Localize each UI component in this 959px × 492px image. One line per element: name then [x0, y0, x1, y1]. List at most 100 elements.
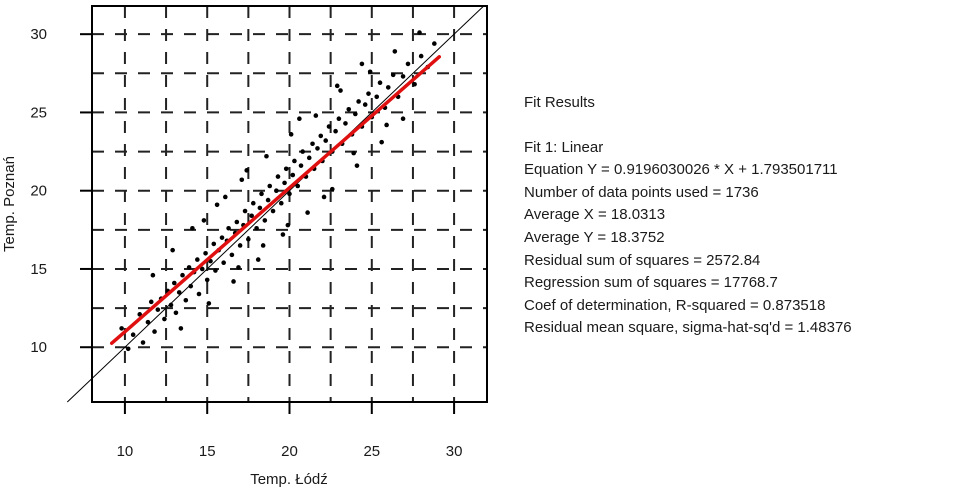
data-point-115 [379, 139, 384, 145]
data-point-21 [195, 257, 200, 262]
data-point-75 [346, 107, 352, 112]
data-point-33 [226, 225, 231, 231]
fit-average-y: Average Y = 18.3752 [524, 228, 665, 246]
data-point-8 [155, 307, 161, 312]
data-point-81 [366, 91, 371, 96]
data-point-7 [152, 329, 157, 334]
data-point-18 [186, 265, 192, 270]
data-point-27 [211, 241, 217, 247]
data-point-83 [374, 94, 380, 100]
data-point-4 [140, 340, 146, 345]
data-point-78 [356, 99, 361, 104]
data-point-125 [201, 218, 207, 223]
data-point-68 [323, 138, 329, 143]
data-point-2 [130, 332, 136, 337]
lines [66, 5, 485, 403]
data-point-48 [267, 183, 273, 189]
ticks: 10 15 20 25 30 10 15 20 25 30 [30, 26, 462, 460]
data-point-60 [300, 149, 305, 154]
data-point-90 [405, 61, 411, 67]
data-point-91 [412, 81, 417, 87]
x-tick-label-1: 15 [199, 443, 216, 460]
data-point-16 [180, 272, 185, 278]
fit-line [110, 55, 442, 345]
y-tick-label-3: 25 [30, 104, 47, 121]
data-point-127 [334, 83, 340, 89]
data-point-102 [239, 177, 245, 183]
data-point-50 [274, 188, 279, 193]
data-point-58 [295, 183, 301, 189]
data-point-41 [249, 213, 254, 219]
data-point-0 [119, 326, 124, 331]
x-tick-label-2: 20 [281, 443, 298, 460]
fit-results-panel: Fit Results Fit 1: Linear Equation Y = 0… [524, 92, 954, 340]
data-point-80 [362, 102, 368, 107]
x-tick-label-4: 30 [446, 443, 463, 460]
x-tick-label-3: 25 [363, 443, 380, 460]
data-point-121 [351, 150, 356, 156]
reference-line [66, 5, 485, 403]
data-point-62 [306, 155, 312, 161]
data-point-45 [259, 191, 264, 197]
data-points [119, 30, 437, 352]
data-point-13 [171, 280, 177, 286]
data-point-109 [231, 279, 236, 284]
data-point-17 [183, 297, 189, 303]
data-point-117 [285, 222, 291, 228]
data-point-107 [178, 326, 184, 331]
y-tick-label-0: 10 [30, 339, 47, 356]
data-point-119 [236, 265, 241, 270]
data-point-72 [336, 116, 342, 121]
data-point-114 [354, 163, 360, 168]
fit-results-lines: Fit 1: Linear Equation Y = 0.9196030026 … [524, 137, 954, 340]
y-axis-title: Temp. Poznań [1, 156, 18, 252]
data-point-23 [199, 266, 205, 272]
data-point-36 [234, 219, 240, 225]
data-point-51 [275, 174, 281, 179]
data-point-113 [329, 186, 335, 192]
data-point-98 [338, 88, 343, 93]
fit-r-squared: Coef of determination, R-squared = 0.873… [524, 296, 826, 314]
data-point-84 [377, 80, 383, 85]
fit-line-type: Fit 1: Linear [524, 138, 604, 156]
data-point-54 [283, 166, 289, 172]
data-point-87 [390, 72, 396, 78]
data-point-110 [255, 257, 261, 262]
data-point-108 [206, 301, 212, 306]
data-point-105 [170, 247, 175, 253]
data-point-77 [353, 111, 358, 117]
data-point-96 [392, 49, 398, 54]
scatter-plot: 10 15 20 25 30 10 15 20 25 30 Temp. Łódź Temp. Po… [1, 5, 488, 488]
data-point-6 [148, 299, 154, 305]
y-tick-label-4: 30 [30, 26, 47, 43]
data-point-101 [264, 153, 269, 159]
data-point-66 [318, 133, 324, 139]
fit-n-points: Number of data points used = 1736 [524, 183, 759, 201]
data-point-25 [204, 277, 210, 283]
data-point-1 [125, 346, 131, 352]
data-point-104 [190, 225, 195, 231]
data-point-116 [400, 116, 406, 121]
data-point-63 [310, 141, 315, 147]
data-point-95 [417, 30, 422, 35]
x-tick-label-0: 10 [117, 443, 134, 460]
data-point-55 [287, 191, 292, 197]
data-point-124 [223, 194, 228, 200]
data-point-112 [305, 210, 310, 215]
data-point-65 [315, 146, 320, 151]
data-point-22 [196, 291, 202, 297]
data-point-43 [254, 225, 259, 231]
data-point-69 [326, 124, 332, 129]
fit-regression-ss: Regression sum of squares = 17768.7 [524, 274, 778, 292]
data-point-15 [176, 290, 182, 295]
data-point-10 [162, 316, 167, 322]
fit-residual-ss: Residual sum of squares = 2572.84 [524, 251, 761, 269]
x-axis-title: Temp. Łódź [250, 471, 328, 488]
fit-equation: Equation Y = 0.9196030026 * X + 1.793501… [524, 161, 838, 179]
data-point-46 [262, 218, 268, 223]
data-point-52 [278, 200, 284, 206]
data-point-56 [290, 172, 296, 178]
data-point-59 [298, 163, 304, 168]
data-point-118 [260, 243, 266, 248]
data-point-39 [242, 208, 248, 214]
